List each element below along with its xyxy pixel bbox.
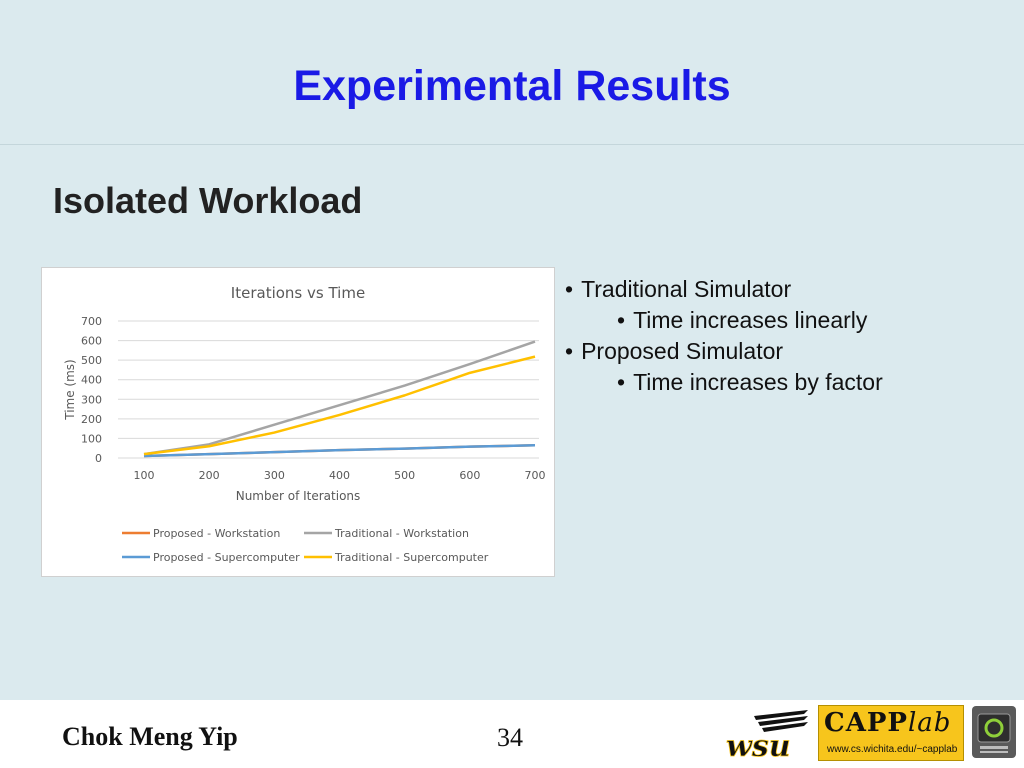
capp-logo-lab: lab bbox=[907, 708, 952, 738]
legend-label: Proposed - Supercomputer bbox=[153, 551, 300, 564]
bullet-subitem: Time increases by factor bbox=[565, 367, 883, 398]
bullet-list: Traditional Simulator Time increases lin… bbox=[565, 274, 883, 398]
x-axis-label: Number of Iterations bbox=[236, 489, 361, 503]
chart-container: Iterations vs Time 0 100 200 300 400 500 600 700… bbox=[41, 267, 555, 577]
x-tick-label: 600 bbox=[459, 469, 480, 482]
y-tick-label: 0 bbox=[95, 452, 102, 465]
legend-label: Traditional - Supercomputer bbox=[334, 551, 489, 564]
x-tick-label: 700 bbox=[525, 469, 546, 482]
gpu-badge-icon bbox=[972, 706, 1016, 758]
bullet-item: Proposed Simulator bbox=[565, 336, 883, 367]
title-divider bbox=[0, 144, 1024, 145]
series-line bbox=[143, 355, 536, 456]
capp-logo-main: CAPP bbox=[824, 708, 908, 738]
x-tick-label: 400 bbox=[329, 469, 350, 482]
x-tick-label: 200 bbox=[199, 469, 220, 482]
capp-logo-url: www.cs.wichita.edu/~capplab bbox=[827, 744, 958, 755]
y-tick-label: 700 bbox=[81, 315, 102, 328]
capp-logo-title: CAPPlab bbox=[824, 708, 951, 738]
y-tick-label: 300 bbox=[81, 393, 102, 406]
series-line bbox=[143, 444, 536, 458]
x-tick-label: 300 bbox=[264, 469, 285, 482]
wsu-logo: wsu bbox=[726, 710, 808, 762]
y-tick-label: 400 bbox=[81, 374, 102, 387]
legend-label: Traditional - Workstation bbox=[334, 527, 469, 540]
bullet-subitem: Time increases linearly bbox=[565, 305, 883, 336]
page-number: 34 bbox=[497, 723, 523, 752]
wsu-logo-text: wsu bbox=[726, 729, 791, 762]
y-tick-label: 500 bbox=[81, 354, 102, 367]
slide-subtitle: Isolated Workload bbox=[53, 180, 363, 221]
bullet-item: Traditional Simulator bbox=[565, 274, 883, 305]
series-line bbox=[143, 340, 536, 456]
y-tick-label: 200 bbox=[81, 413, 102, 426]
slide-title: Experimental Results bbox=[293, 62, 731, 110]
x-tick-label: 500 bbox=[394, 469, 415, 482]
y-tick-label: 100 bbox=[81, 432, 102, 445]
chart-title: Iterations vs Time bbox=[231, 284, 365, 302]
x-tick-label: 100 bbox=[134, 469, 155, 482]
y-tick-label: 600 bbox=[81, 335, 102, 348]
legend-label: Proposed - Workstation bbox=[153, 527, 280, 540]
line-chart: Iterations vs Time 0 100 200 300 400 500 600 700… bbox=[63, 284, 546, 564]
author-name: Chok Meng Yip bbox=[62, 722, 238, 751]
capp-lab-logo: CAPPlab www.cs.wichita.edu/~capplab bbox=[818, 705, 964, 761]
y-axis-label: Time (ms) bbox=[63, 359, 77, 421]
